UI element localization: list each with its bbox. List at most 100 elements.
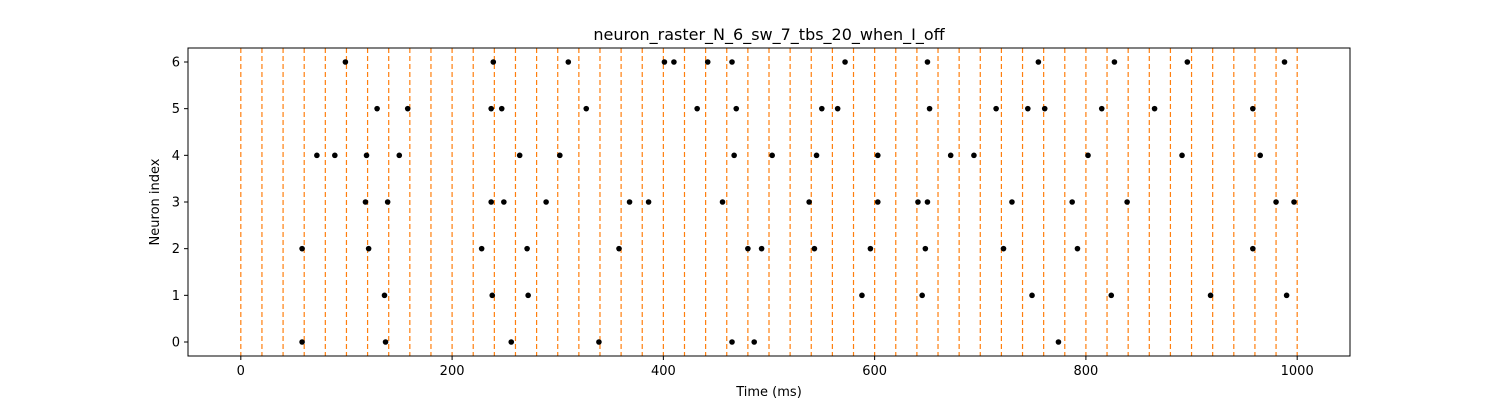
chart-title: neuron_raster_N_6_sw_7_tbs_20_when_I_off bbox=[593, 25, 945, 45]
spike-point bbox=[396, 152, 403, 159]
spike-point bbox=[1108, 292, 1115, 299]
x-tick-label: 0 bbox=[237, 364, 245, 379]
spike-point bbox=[332, 152, 338, 159]
spike-point bbox=[1035, 59, 1042, 65]
y-tick-label: 1 bbox=[172, 289, 180, 304]
spike-point bbox=[1257, 152, 1264, 159]
spike-point bbox=[501, 199, 507, 205]
spike-point bbox=[867, 245, 874, 252]
spike-point bbox=[1250, 105, 1256, 112]
spike-point bbox=[813, 152, 820, 159]
spike-point bbox=[915, 199, 921, 205]
spike-point bbox=[758, 245, 765, 252]
spike-point bbox=[704, 59, 711, 65]
spike-point bbox=[1184, 59, 1191, 65]
axes: 0 200 400 600 800 1000 0 1 2 3 4 5 6 bbox=[172, 47, 1351, 379]
spike-point bbox=[733, 105, 740, 112]
spike-point bbox=[1151, 105, 1158, 112]
spike-point bbox=[1273, 199, 1279, 205]
x-tick-label: 400 bbox=[651, 364, 676, 379]
spike-point bbox=[404, 105, 411, 112]
spike-point bbox=[365, 245, 372, 252]
y-tick-label: 2 bbox=[172, 242, 180, 257]
spike-point bbox=[374, 105, 380, 112]
spike-point bbox=[524, 245, 530, 252]
vertical-markers bbox=[240, 48, 1298, 356]
spike-point bbox=[543, 199, 549, 205]
spike-point bbox=[508, 339, 515, 345]
spike-point bbox=[1250, 245, 1256, 252]
spike-point bbox=[859, 292, 865, 299]
spike-point bbox=[583, 105, 590, 112]
spike-point bbox=[1291, 199, 1297, 205]
y-tick-label: 0 bbox=[172, 336, 180, 351]
spike-point bbox=[1069, 199, 1075, 205]
spike-point bbox=[381, 292, 388, 299]
spike-point bbox=[661, 59, 668, 65]
spike-point bbox=[729, 339, 735, 345]
spike-point bbox=[947, 152, 954, 159]
spike-point bbox=[488, 199, 494, 205]
spike-point bbox=[362, 199, 369, 205]
spike-points bbox=[299, 59, 1297, 345]
spike-point bbox=[729, 59, 735, 65]
spike-point bbox=[1124, 199, 1130, 205]
spike-point bbox=[1009, 199, 1015, 205]
spike-point bbox=[924, 59, 931, 65]
spike-point bbox=[834, 105, 841, 112]
spike-point bbox=[924, 199, 931, 205]
spike-point bbox=[875, 152, 881, 159]
spike-point bbox=[516, 152, 523, 159]
spike-point bbox=[745, 245, 751, 252]
spike-point bbox=[342, 59, 349, 65]
y-tick-label: 5 bbox=[172, 102, 180, 117]
spike-point bbox=[616, 245, 622, 252]
spike-point bbox=[919, 292, 925, 299]
spike-point bbox=[671, 59, 677, 65]
spike-point bbox=[731, 152, 737, 159]
spike-point bbox=[489, 292, 496, 299]
spike-point bbox=[382, 339, 389, 345]
spike-point bbox=[626, 199, 633, 205]
spike-point bbox=[1098, 105, 1105, 112]
spike-point bbox=[525, 292, 531, 299]
spike-point bbox=[1074, 245, 1081, 252]
y-tick-label: 4 bbox=[172, 149, 180, 164]
x-tick-label: 1000 bbox=[1281, 364, 1314, 379]
spike-point bbox=[971, 152, 977, 159]
spike-point bbox=[694, 105, 700, 112]
spike-point bbox=[719, 199, 726, 205]
spike-point bbox=[1179, 152, 1185, 159]
spike-point bbox=[299, 245, 305, 252]
spike-point bbox=[299, 339, 305, 345]
spike-point bbox=[806, 199, 812, 205]
spike-point bbox=[498, 105, 505, 112]
x-tick-label: 600 bbox=[862, 364, 887, 379]
spike-point bbox=[769, 152, 775, 159]
y-tick-label: 6 bbox=[172, 56, 180, 71]
spike-point bbox=[1283, 292, 1290, 299]
spike-point bbox=[478, 245, 485, 252]
spike-point bbox=[1000, 245, 1007, 252]
spike-point bbox=[488, 105, 494, 112]
spike-point bbox=[645, 199, 652, 205]
spike-point bbox=[490, 59, 497, 65]
spike-point bbox=[1025, 105, 1031, 112]
spike-point bbox=[875, 199, 881, 205]
spike-point bbox=[1111, 59, 1118, 65]
x-tick-label: 200 bbox=[440, 364, 465, 379]
y-tick-label: 3 bbox=[172, 196, 180, 211]
x-axis-label: Time (ms) bbox=[735, 385, 802, 400]
spike-point bbox=[993, 105, 999, 112]
spike-point bbox=[842, 59, 848, 65]
spike-point bbox=[314, 152, 320, 159]
spike-point bbox=[1041, 105, 1048, 112]
spike-point bbox=[1281, 59, 1288, 65]
spike-point bbox=[751, 339, 758, 345]
spike-point bbox=[811, 245, 818, 252]
spike-point bbox=[384, 199, 391, 205]
spike-point bbox=[926, 105, 933, 112]
y-axis-label: Neuron index bbox=[148, 158, 163, 245]
x-tick-label: 800 bbox=[1073, 364, 1098, 379]
